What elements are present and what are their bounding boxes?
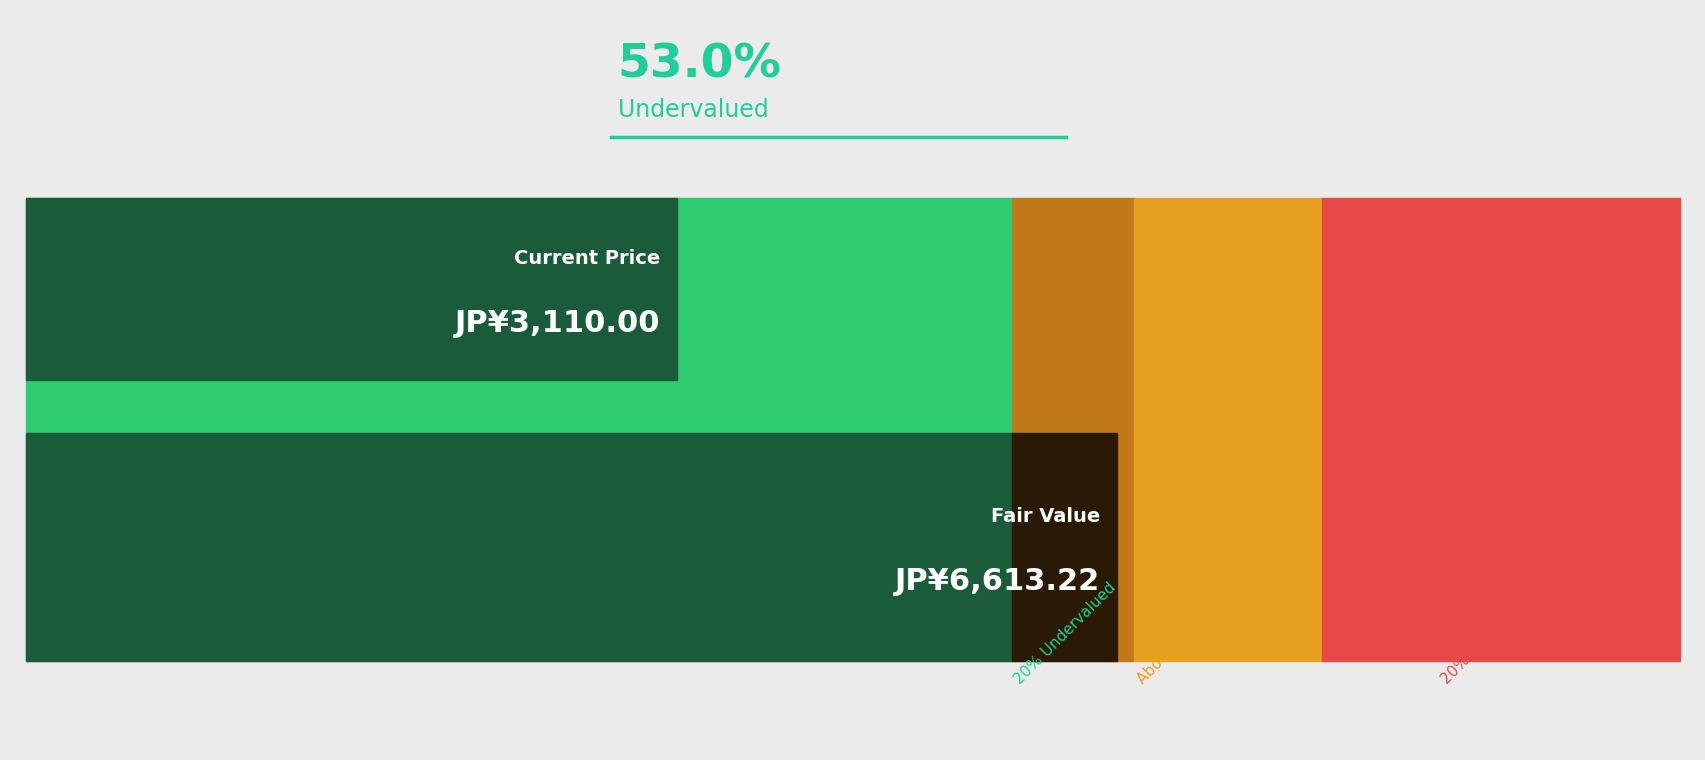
- Text: JP¥3,110.00: JP¥3,110.00: [455, 309, 660, 337]
- Text: About Right: About Right: [1134, 613, 1209, 687]
- Bar: [1134, 198, 1321, 661]
- Text: 53.0%: 53.0%: [617, 42, 781, 87]
- Bar: [26, 433, 1011, 661]
- Bar: [26, 198, 1011, 661]
- Text: 20% Overvalued: 20% Overvalued: [1437, 587, 1538, 687]
- Bar: [1321, 198, 1679, 661]
- Text: Current Price: Current Price: [513, 249, 660, 268]
- Bar: [1011, 198, 1134, 661]
- Text: Fair Value: Fair Value: [991, 508, 1100, 526]
- Text: Undervalued: Undervalued: [617, 98, 767, 122]
- Text: 20% Undervalued: 20% Undervalued: [1011, 580, 1118, 687]
- Bar: [1011, 433, 1117, 661]
- Text: JP¥6,613.22: JP¥6,613.22: [895, 567, 1100, 596]
- Bar: [26, 198, 677, 380]
